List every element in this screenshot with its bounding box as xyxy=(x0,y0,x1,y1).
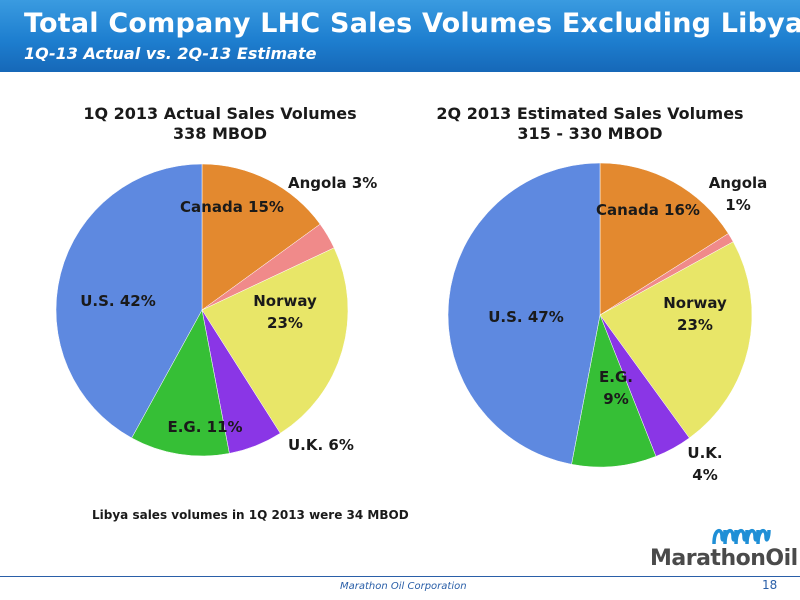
chart2-title-line2: 315 - 330 MBOD xyxy=(517,124,663,143)
chart2-title: 2Q 2013 Estimated Sales Volumes 315 - 33… xyxy=(410,104,770,144)
chart1-slice-eg xyxy=(131,309,230,457)
chart2-label-eg: E.G. 9% xyxy=(599,368,633,408)
chart1-slice-canada xyxy=(201,163,321,311)
wave-logo-icon xyxy=(712,529,771,545)
libya-note: Libya sales volumes in 1Q 2013 were 34 M… xyxy=(92,508,409,522)
chart2-label-us: U.S. 47% xyxy=(488,308,564,326)
page-number: 18 xyxy=(762,578,778,592)
chart2-slice-canada xyxy=(599,162,729,316)
chart1-label-canada: Canada 15% xyxy=(180,198,284,216)
chart2-label-canada: Canada 16% xyxy=(596,201,700,219)
slide-title: Total Company LHC Sales Volumes Excludin… xyxy=(24,8,800,39)
chart1-label-us: U.S. 42% xyxy=(80,292,156,310)
footer-divider xyxy=(0,576,800,577)
chart1-title-line2: 338 MBOD xyxy=(173,124,267,143)
chart2-slice-eg xyxy=(571,314,657,468)
footer-company: Marathon Oil Corporation xyxy=(340,581,467,592)
logo-text: MarathonOil xyxy=(650,546,798,571)
chart1-label-norway: Norway 23% xyxy=(253,292,317,332)
chart2-slice-us xyxy=(447,162,601,465)
marathon-oil-logo: MarathonOil xyxy=(650,522,798,572)
chart2-slice-norway xyxy=(599,241,753,439)
chart1-title-line1: 1Q 2013 Actual Sales Volumes xyxy=(83,104,357,123)
title-banner: Total Company LHC Sales Volumes Excludin… xyxy=(0,0,800,72)
chart1-slice-us xyxy=(55,163,203,439)
chart1-label-uk: U.K. 6% xyxy=(288,436,354,454)
chart2-label-angola: Angola 1% xyxy=(709,174,768,214)
chart1-label-eg: E.G. 11% xyxy=(167,418,242,436)
chart2-label-uk: U.K. 4% xyxy=(687,444,722,484)
chart2-title-line1: 2Q 2013 Estimated Sales Volumes xyxy=(436,104,744,123)
chart2-label-norway: Norway 23% xyxy=(663,294,727,334)
chart1-slice-norway xyxy=(201,247,349,434)
slide-subtitle: 1Q-13 Actual vs. 2Q-13 Estimate xyxy=(24,44,317,63)
chart1-label-angola: Angola 3% xyxy=(288,174,377,192)
chart1-title: 1Q 2013 Actual Sales Volumes 338 MBOD xyxy=(40,104,400,144)
